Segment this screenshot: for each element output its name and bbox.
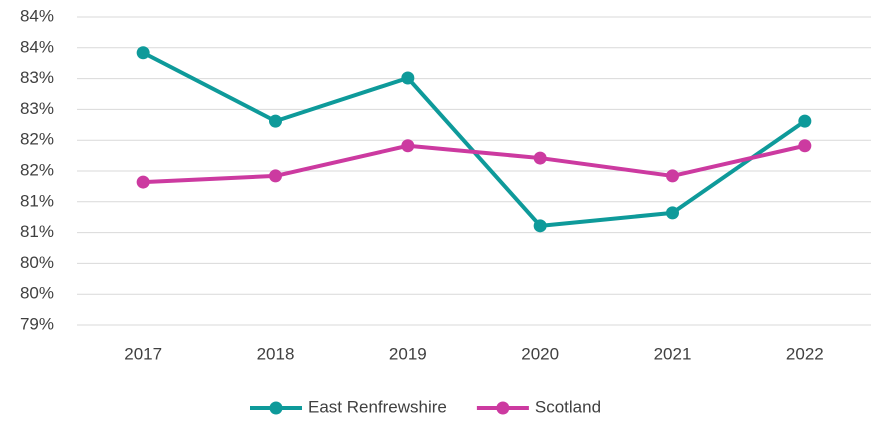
y-tick-label: 80% bbox=[20, 253, 54, 272]
data-point bbox=[798, 114, 812, 128]
data-point bbox=[533, 219, 547, 233]
data-point bbox=[136, 175, 150, 189]
data-point bbox=[269, 114, 282, 128]
y-tick-label: 83% bbox=[20, 68, 54, 87]
y-tick-label: 80% bbox=[20, 284, 54, 303]
data-point bbox=[533, 151, 547, 165]
data-point bbox=[401, 71, 415, 85]
series-line bbox=[143, 143, 806, 185]
y-tick-label: 81% bbox=[20, 191, 54, 210]
y-tick-label: 84% bbox=[20, 6, 54, 25]
legend-marker bbox=[496, 401, 510, 415]
y-tick-label: 83% bbox=[20, 99, 54, 118]
y-tick-label: 81% bbox=[20, 222, 54, 241]
x-tick-label: 2018 bbox=[257, 344, 295, 363]
y-tick-label: 82% bbox=[20, 130, 54, 149]
data-point bbox=[401, 139, 415, 153]
x-tick-label: 2021 bbox=[654, 344, 692, 363]
x-tick-label: 2022 bbox=[786, 344, 824, 363]
legend-label: Scotland bbox=[535, 397, 601, 416]
data-point bbox=[269, 169, 282, 183]
y-tick-label: 79% bbox=[20, 314, 54, 333]
data-point bbox=[666, 206, 679, 220]
x-tick-label: 2017 bbox=[124, 344, 162, 363]
x-tick-label: 2020 bbox=[521, 344, 559, 363]
x-tick-label: 2019 bbox=[389, 344, 427, 363]
legend-marker bbox=[269, 401, 283, 415]
data-point bbox=[136, 46, 150, 60]
legend-label: East Renfrewshire bbox=[308, 397, 447, 416]
y-tick-label: 84% bbox=[20, 37, 54, 56]
data-point bbox=[666, 169, 679, 183]
y-tick-label: 82% bbox=[20, 160, 54, 179]
data-point bbox=[798, 139, 812, 153]
